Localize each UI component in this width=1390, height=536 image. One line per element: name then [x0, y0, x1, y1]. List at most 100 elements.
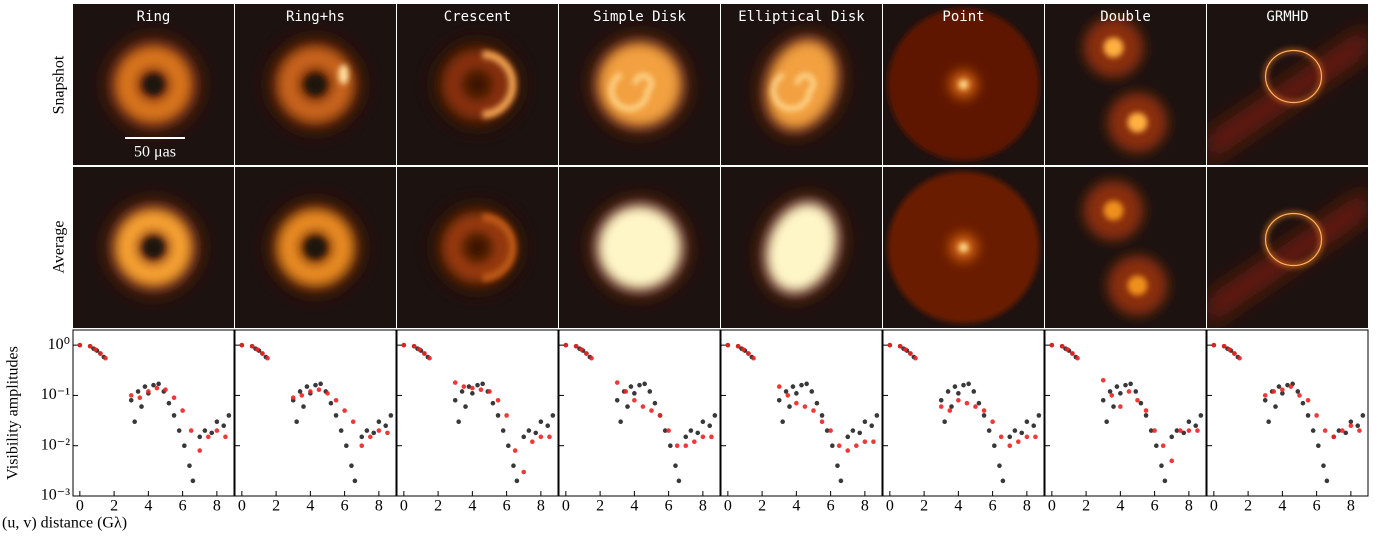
x-tick-label: 2 — [596, 498, 604, 515]
point — [470, 385, 475, 391]
point — [265, 355, 270, 361]
point — [299, 393, 305, 398]
point — [313, 382, 318, 388]
point — [1314, 413, 1319, 418]
point — [1276, 384, 1282, 389]
point — [202, 428, 208, 433]
point — [1154, 443, 1159, 449]
point — [666, 428, 671, 433]
point — [132, 419, 137, 425]
x-tick-label: 2 — [1244, 498, 1252, 515]
point — [226, 413, 232, 418]
point — [981, 408, 987, 413]
point — [1024, 434, 1030, 440]
point — [214, 419, 220, 425]
point — [1280, 391, 1285, 396]
x-tick-label: 4 — [1278, 498, 1286, 515]
point — [1324, 478, 1330, 484]
band — [1207, 24, 1368, 165]
x-tick-label: 0 — [724, 498, 732, 515]
point — [495, 413, 501, 418]
point — [942, 419, 947, 425]
point — [1012, 428, 1018, 433]
point — [383, 423, 389, 429]
plot-area — [72, 329, 235, 497]
point — [197, 448, 203, 453]
x-tick-label: 8 — [375, 498, 383, 515]
point — [359, 434, 365, 440]
point — [857, 430, 863, 436]
point — [214, 428, 220, 433]
point — [470, 391, 475, 396]
point — [746, 351, 751, 356]
point — [652, 400, 658, 406]
point — [249, 343, 255, 349]
point — [1070, 351, 1075, 356]
point — [1135, 397, 1140, 403]
image-panel — [397, 4, 558, 165]
point — [683, 443, 689, 449]
point — [785, 393, 791, 398]
point — [416, 347, 422, 352]
point — [623, 389, 629, 394]
point — [1075, 355, 1080, 361]
x-tick-label: 0 — [1210, 498, 1218, 515]
point — [614, 397, 620, 403]
image-panel — [1045, 4, 1206, 165]
point — [349, 463, 354, 469]
point — [776, 384, 782, 389]
point — [533, 430, 539, 436]
point — [1159, 463, 1164, 469]
point — [589, 355, 594, 361]
point — [512, 448, 518, 453]
row-label: Snapshot — [51, 55, 68, 114]
point — [1232, 351, 1237, 356]
point — [137, 395, 143, 401]
point — [1160, 443, 1166, 449]
point — [683, 434, 689, 440]
point — [640, 404, 646, 409]
point — [1138, 400, 1144, 406]
y-tick-label: 10⁻¹ — [41, 386, 70, 403]
point — [780, 419, 785, 425]
point — [992, 443, 997, 449]
point — [239, 342, 245, 348]
point — [87, 343, 93, 349]
point — [1221, 343, 1227, 349]
x-tick-label: 2 — [272, 498, 280, 515]
point — [1300, 400, 1306, 406]
plot-area — [396, 329, 559, 497]
point — [1336, 428, 1342, 433]
point — [956, 397, 961, 403]
point — [1280, 387, 1285, 392]
point — [128, 393, 134, 398]
plot-area — [1206, 329, 1369, 497]
point — [961, 382, 966, 388]
panel-title: Ring+hs — [286, 9, 345, 25]
x-tick-label: 2 — [1082, 498, 1090, 515]
x-tick-label: 8 — [1347, 498, 1355, 515]
point — [902, 347, 908, 352]
row-label: Average — [51, 221, 68, 274]
point — [830, 443, 835, 449]
point — [146, 389, 151, 394]
panel-title: Point — [942, 9, 984, 25]
point — [368, 434, 373, 440]
point — [1273, 404, 1278, 409]
x-tick-label: 8 — [537, 498, 545, 515]
point — [647, 389, 653, 394]
point — [344, 443, 349, 449]
hole — [305, 237, 326, 258]
point — [188, 428, 194, 433]
image-panel — [1045, 167, 1206, 328]
x-tick-label: 4 — [1116, 498, 1124, 515]
x-tick-label: 8 — [699, 498, 707, 515]
image-panel — [1207, 167, 1368, 328]
point — [1322, 428, 1328, 433]
x-tick-label: 8 — [861, 498, 869, 515]
panel-title: Simple Disk — [593, 9, 686, 25]
point — [1271, 389, 1277, 394]
point — [371, 430, 377, 436]
point — [359, 443, 365, 449]
point — [958, 242, 969, 253]
